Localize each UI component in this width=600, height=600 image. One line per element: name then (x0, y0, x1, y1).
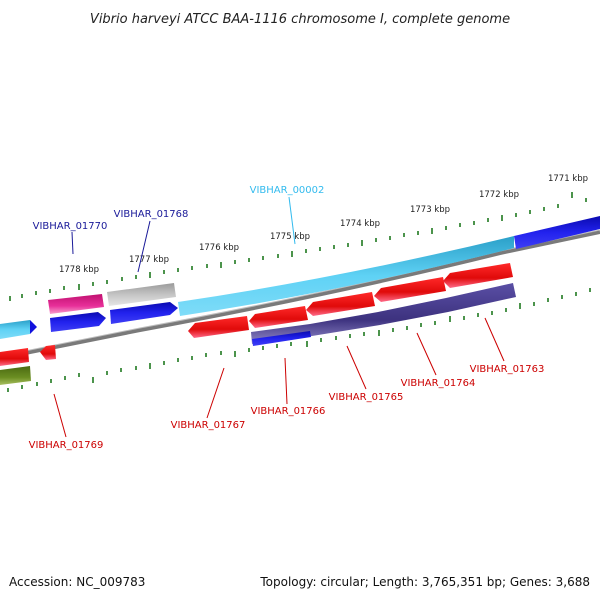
kbp-label: 1772 kbp (479, 190, 519, 200)
gene-vibhar-01768[interactable] (110, 302, 178, 324)
leader-line (484, 317, 505, 362)
gene-label[interactable]: VIBHAR_01769 (29, 440, 104, 451)
gene-label[interactable]: VIBHAR_00002 (250, 185, 325, 196)
gene-label[interactable]: VIBHAR_01764 (401, 378, 476, 389)
accession-text: Accession: NC_009783 (9, 575, 145, 589)
leader-line (206, 367, 225, 419)
gene-vibhar-01765[interactable] (306, 292, 375, 316)
gene-purple-feature[interactable] (251, 283, 516, 344)
gene-vibhar-01766[interactable] (249, 306, 308, 328)
genome-backbone (0, 230, 600, 360)
gene-label[interactable]: VIBHAR_01770 (33, 221, 108, 232)
leader-line (137, 220, 151, 273)
kbp-label: 1778 kbp (59, 265, 99, 275)
gene-label[interactable]: VIBHAR_01767 (171, 420, 246, 431)
kbp-label: 1775 kbp (270, 232, 310, 242)
gene-vibhar-00002[interactable] (178, 236, 514, 316)
forward-strand (0, 216, 600, 339)
gene-vibhar-01763[interactable] (443, 263, 513, 288)
kbp-label: 1773 kbp (410, 205, 450, 215)
scale-labels: 1771 kbp 1772 kbp 1773 kbp 1774 kbp 1775… (59, 174, 588, 275)
gene-feature[interactable] (0, 320, 30, 339)
leader-line (288, 196, 296, 245)
gene-pink-feature[interactable] (48, 294, 104, 314)
kbp-label: 1777 kbp (129, 255, 169, 265)
gene-vibhar-01764[interactable] (374, 277, 446, 302)
gene-feature[interactable] (514, 216, 600, 249)
leader-line (53, 393, 67, 438)
gene-vibhar-01770[interactable] (50, 312, 106, 332)
reverse-strand (0, 263, 516, 385)
summary-text: Topology: circular; Length: 3,765,351 bp… (259, 575, 590, 589)
gene-label[interactable]: VIBHAR_01768 (114, 209, 189, 220)
gene-label[interactable]: VIBHAR_01763 (470, 364, 545, 375)
gene-gray-feature[interactable] (107, 283, 176, 306)
leader-line (416, 332, 437, 376)
kbp-label: 1771 kbp (548, 174, 588, 184)
leader-line (284, 357, 288, 405)
leader-line (346, 345, 367, 390)
label-leaders (53, 196, 505, 438)
gene-label[interactable]: VIBHAR_01765 (329, 392, 404, 403)
gene-feature[interactable] (30, 320, 37, 334)
outer-scale-ticks (9, 192, 587, 301)
upper-features (48, 283, 176, 314)
gene-vibhar-01769[interactable] (0, 348, 29, 366)
inner-scale-ticks (7, 288, 591, 392)
leader-line (71, 231, 74, 255)
gene-vibhar-01767[interactable] (188, 316, 249, 338)
gene-label[interactable]: VIBHAR_01766 (251, 406, 326, 417)
map-title: Vibrio harveyi ATCC BAA-1116 chromosome … (90, 12, 510, 27)
kbp-label: 1774 kbp (340, 219, 380, 229)
kbp-label: 1776 kbp (199, 243, 239, 253)
gene-feature[interactable] (40, 345, 56, 360)
gene-olive-feature[interactable] (0, 366, 31, 385)
gene-feature[interactable] (252, 331, 311, 346)
gene-labels: VIBHAR_00002 VIBHAR_01768 VIBHAR_01770 V… (29, 185, 545, 451)
